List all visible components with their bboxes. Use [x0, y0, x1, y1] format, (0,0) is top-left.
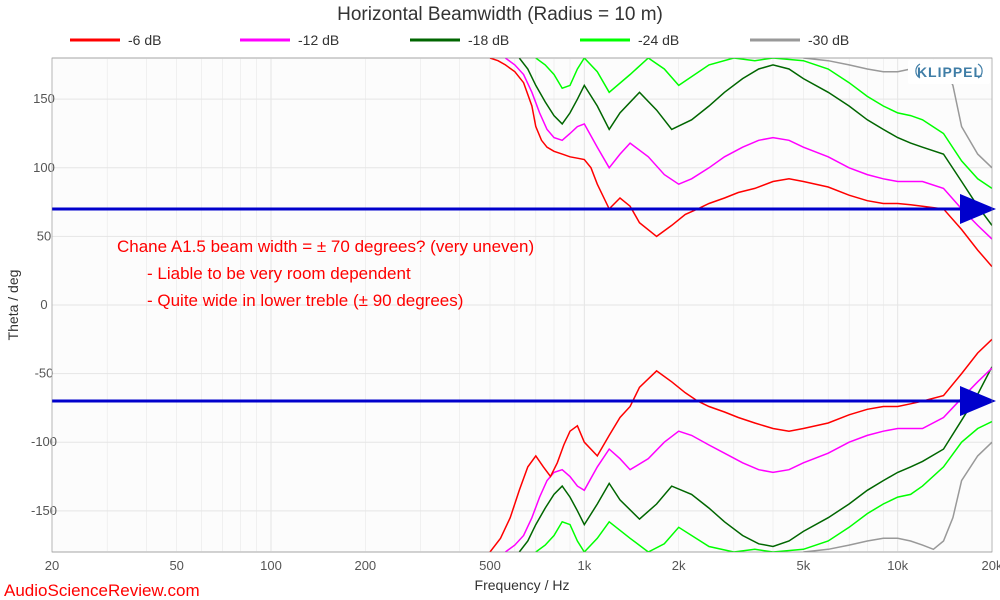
- y-axis-label: Theta / deg: [5, 270, 21, 341]
- chart-title: Horizontal Beamwidth (Radius = 10 m): [337, 4, 663, 25]
- xtick-label: 20: [45, 558, 59, 573]
- ytick-label: 50: [37, 228, 51, 243]
- beamwidth-chart: Horizontal Beamwidth (Radius = 10 m) -6 d…: [0, 0, 1000, 600]
- ytick-label: -150: [31, 503, 57, 518]
- ytick-label: 0: [40, 297, 47, 312]
- legend-label: -30 dB: [808, 32, 849, 48]
- xtick-label: 10k: [887, 558, 908, 573]
- footer-text: AudioScienceReview.com: [4, 581, 200, 600]
- annotation-text: - Liable to be very room dependent: [147, 264, 411, 283]
- xtick-label: 2k: [672, 558, 686, 573]
- annotation-text: Chane A1.5 beam width = ± 70 degrees? (v…: [117, 237, 534, 256]
- ytick-label: -50: [35, 366, 54, 381]
- legend-label: -12 dB: [298, 32, 339, 48]
- svg-text:KLIPPEL: KLIPPEL: [917, 64, 983, 80]
- xtick-label: 500: [479, 558, 501, 573]
- xtick-label: 20k: [982, 558, 1000, 573]
- klippel-logo: KLIPPEL: [908, 60, 990, 84]
- ytick-label: -100: [31, 434, 57, 449]
- xtick-label: 5k: [796, 558, 810, 573]
- legend-label: -18 dB: [468, 32, 509, 48]
- legend-label: -6 dB: [128, 32, 161, 48]
- legend-label: -24 dB: [638, 32, 679, 48]
- xtick-label: 50: [169, 558, 183, 573]
- x-axis-label: Frequency / Hz: [475, 577, 570, 593]
- xtick-label: 100: [260, 558, 282, 573]
- annotation-text: - Quite wide in lower treble (± 90 degre…: [147, 291, 463, 310]
- xtick-label: 200: [354, 558, 376, 573]
- xtick-label: 1k: [577, 558, 591, 573]
